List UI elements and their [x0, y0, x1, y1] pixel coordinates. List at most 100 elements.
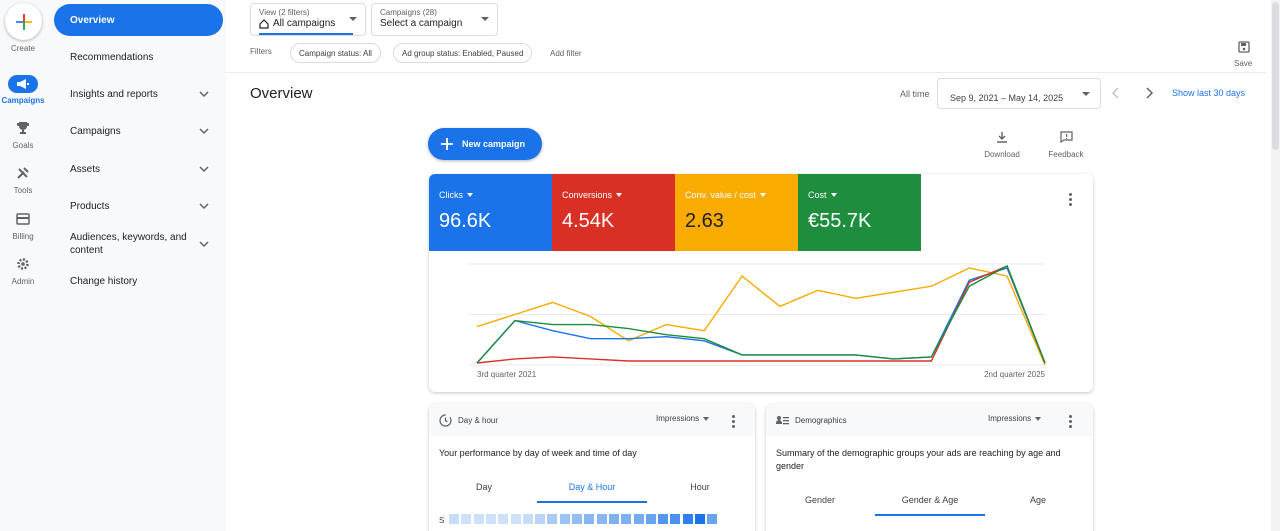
demographics-card: Demographics Impressions Summary of the …	[766, 404, 1093, 531]
heatmap-cell[interactable]	[633, 514, 644, 524]
tab-day[interactable]: Day	[475, 482, 492, 492]
rail-tools-label: Tools	[13, 186, 33, 195]
nav-item-overview[interactable]: Overview	[54, 4, 223, 36]
heatmap-cell[interactable]	[572, 514, 582, 524]
caret-down-icon	[467, 193, 473, 197]
save-button[interactable]	[1234, 40, 1254, 58]
rail-campaigns[interactable]	[8, 75, 38, 93]
metric-cost[interactable]: Cost €55.7K	[798, 174, 921, 251]
download-button[interactable]: Download	[978, 130, 1026, 159]
caret-down-icon	[1035, 416, 1042, 421]
heatmap-cell[interactable]	[547, 514, 558, 524]
heatmap-cell[interactable]	[621, 514, 632, 524]
heatmap-cell[interactable]	[522, 514, 533, 524]
nav-item-products[interactable]: Products	[54, 190, 223, 222]
heatmap-cell[interactable]	[596, 514, 607, 524]
add-filter-link[interactable]: Add filter	[550, 49, 582, 58]
chevron-down-icon	[199, 166, 209, 173]
rail-tools[interactable]	[8, 164, 38, 182]
heatmap-cell[interactable]	[608, 514, 619, 524]
metric-label: Conversions	[562, 190, 613, 200]
nav-item-label: Recommendations	[70, 51, 154, 63]
filter-chip-ad-group-status[interactable]: Ad group status: Enabled, Paused	[393, 43, 533, 63]
metric-conv-value-cost[interactable]: Conv. value / cost 2.63	[675, 174, 798, 251]
metric-dropdown[interactable]: Impressions	[656, 414, 710, 423]
heatmap-cell[interactable]	[682, 514, 693, 524]
heatmap-cell[interactable]	[707, 514, 718, 524]
chevron-right-icon[interactable]	[1144, 87, 1154, 99]
nav-item-insights[interactable]: Insights and reports	[54, 78, 223, 110]
metric-conversions[interactable]: Conversions 4.54K	[552, 174, 675, 251]
save-label: Save	[1234, 59, 1253, 68]
metric-label: Conv. value / cost	[685, 190, 756, 200]
nav-item-recommendations[interactable]: Recommendations	[54, 41, 223, 73]
view-selector-underline	[259, 33, 353, 35]
metric-dropdown[interactable]: Impressions	[988, 414, 1042, 423]
heatmap-row-label: S	[439, 516, 445, 525]
heatmap-cell[interactable]	[584, 514, 595, 524]
metric-value: €55.7K	[808, 210, 872, 232]
nav-item-campaigns[interactable]: Campaigns	[54, 115, 223, 147]
show-last-30-days-link[interactable]: Show last 30 days	[1172, 88, 1246, 98]
metric-clicks[interactable]: Clicks 96.6K	[429, 174, 552, 251]
date-range-picker[interactable]: Sep 9, 2021 – May 14, 2025	[937, 78, 1101, 109]
more-options-icon[interactable]	[1069, 415, 1072, 430]
overview-line-chart: 3rd quarter 2021 2nd quarter 2025	[469, 263, 1046, 379]
nav-item-label: Insights and reports	[70, 88, 158, 100]
overview-chart-card: Clicks 96.6K Conversions 4.54K Conv. val…	[429, 174, 1093, 392]
nav-item-label: Change history	[70, 275, 138, 287]
caret-down-icon	[616, 193, 623, 197]
heatmap-cell[interactable]	[695, 514, 705, 524]
tab-hour[interactable]: Hour	[690, 482, 710, 492]
rail-admin[interactable]	[8, 255, 38, 273]
chart-series-line-3	[476, 265, 1046, 364]
heatmap-cell[interactable]	[559, 514, 570, 524]
campaign-selector[interactable]: Campaigns (28) Select a campaign	[371, 3, 498, 36]
chevron-left-icon[interactable]	[1111, 87, 1121, 99]
tab-age[interactable]: Age	[1029, 495, 1046, 505]
create-button[interactable]	[5, 3, 42, 40]
nav-item-change-history[interactable]: Change history	[54, 265, 223, 297]
tab-indicator	[875, 514, 985, 516]
day-hour-card: Day & hour Impressions Your performance …	[429, 404, 755, 531]
tab-day-and-hour[interactable]: Day & Hour	[568, 482, 616, 492]
nav-item-audiences[interactable]: Audiences, keywords, and content	[54, 228, 223, 260]
new-campaign-button[interactable]: New campaign	[428, 128, 542, 160]
tab-gender-and-age[interactable]: Gender & Age	[901, 495, 959, 505]
heatmap-cell[interactable]	[510, 514, 521, 524]
rail-goals[interactable]	[8, 119, 38, 137]
chart-series-line-1	[476, 267, 1046, 364]
heatmap-cell[interactable]	[449, 514, 459, 524]
heatmap-cell[interactable]	[473, 514, 484, 524]
heatmap-cell[interactable]	[645, 514, 656, 524]
card-header	[429, 404, 755, 436]
scrollbar-thumb[interactable]	[1272, 2, 1279, 150]
heatmap-cell[interactable]	[670, 514, 681, 524]
heatmap-cell[interactable]	[498, 514, 509, 524]
rail-campaigns-label: Campaigns	[1, 96, 45, 105]
caret-down-icon	[349, 17, 357, 21]
tab-gender[interactable]: Gender	[804, 495, 836, 505]
feedback-button[interactable]: Feedback	[1042, 130, 1090, 159]
nav-item-assets[interactable]: Assets	[54, 153, 223, 185]
scrollbar-track[interactable]	[1271, 0, 1280, 531]
heatmap-cell[interactable]	[485, 514, 496, 524]
card-description: Your performance by day of week and time…	[439, 448, 637, 458]
heatmap-cell[interactable]	[461, 514, 472, 524]
filter-chip-campaign-status[interactable]: Campaign status: All	[290, 43, 381, 63]
heatmap-cell[interactable]	[658, 514, 669, 524]
main-content: View (2 filters) All campaigns Campaigns…	[226, 0, 1280, 531]
campaign-selector-label: Campaigns (28)	[380, 8, 437, 17]
rail-goals-label: Goals	[12, 141, 34, 150]
rail-billing[interactable]	[8, 210, 38, 228]
create-label: Create	[10, 44, 35, 53]
view-selector[interactable]: View (2 filters) All campaigns	[250, 3, 366, 36]
heatmap-cell[interactable]	[535, 514, 546, 524]
x-axis-end-label: 2nd quarter 2025	[984, 370, 1045, 379]
caret-down-icon	[481, 17, 489, 21]
nav-item-label: Products	[70, 200, 110, 212]
more-options-icon[interactable]	[732, 415, 735, 430]
rail-billing-label: Billing	[12, 232, 34, 241]
save-icon	[1238, 41, 1250, 53]
more-options-icon[interactable]	[1069, 193, 1072, 208]
